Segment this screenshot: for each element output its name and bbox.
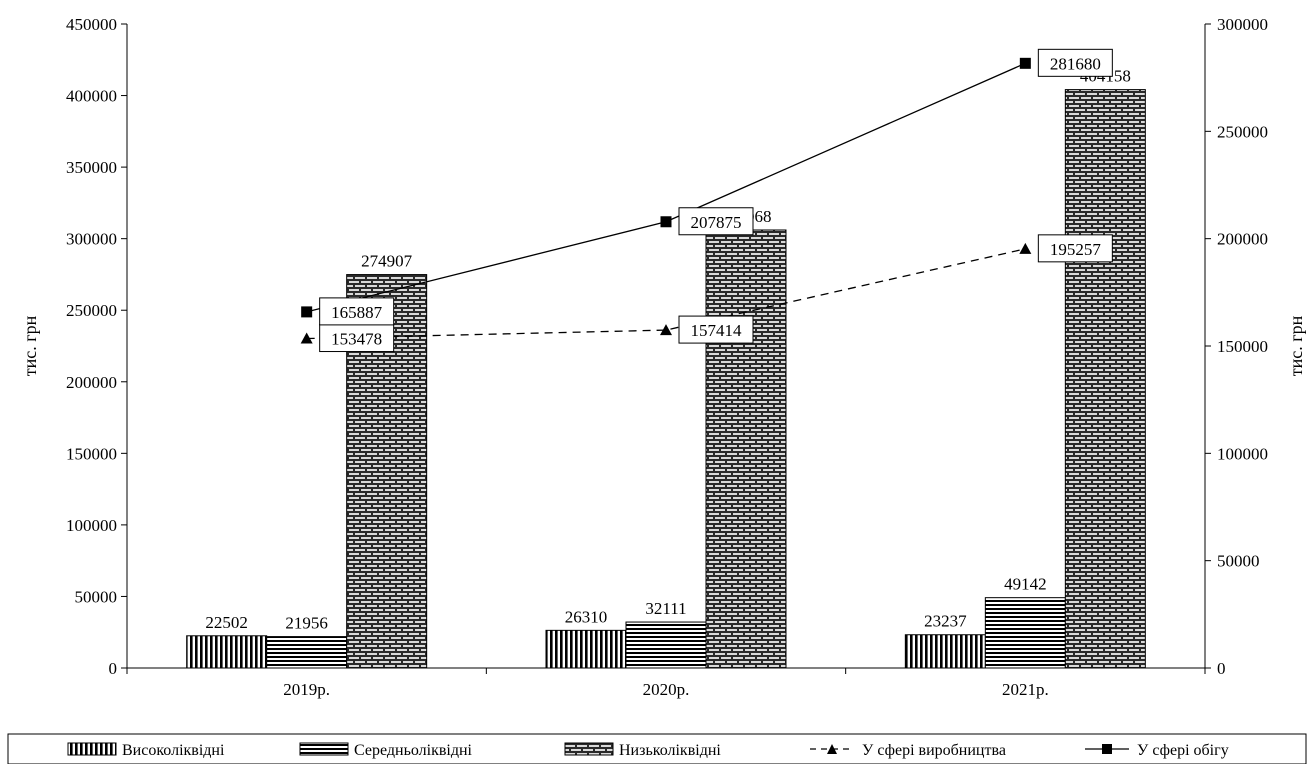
bar-brick	[705, 229, 787, 669]
line-data-label-box	[1037, 234, 1113, 263]
x-tick-label: 2019р.	[283, 680, 330, 699]
bar-data-label: 21956	[285, 614, 328, 633]
left-tick-label: 350000	[66, 158, 117, 177]
line-data-label: 281680	[1050, 54, 1101, 73]
bar-data-label: 22502	[205, 613, 248, 632]
legend-swatch-brick	[564, 742, 614, 756]
right-tick-label: 100000	[1217, 444, 1268, 463]
triangle-marker	[660, 324, 672, 336]
legend-swatch-horizontal	[299, 742, 349, 756]
line-data-label-box	[678, 315, 754, 344]
right-tick-label: 0	[1217, 659, 1226, 678]
left-tick-label: 0	[109, 659, 118, 678]
line-data-label: 165887	[331, 303, 383, 322]
line-data-label: 207875	[691, 213, 742, 232]
bar-data-label: 26310	[565, 607, 608, 626]
bar-vertical	[186, 635, 268, 669]
right-tick-label: 250000	[1217, 122, 1268, 141]
bar-data-label: 274907	[361, 252, 413, 271]
line-data-label: 195257	[1050, 240, 1102, 259]
right-tick-label: 50000	[1217, 552, 1260, 571]
bar-vertical	[904, 634, 986, 669]
legend-swatch-vertical	[67, 742, 117, 756]
square-marker	[301, 306, 313, 318]
bar-horizontal	[625, 621, 707, 669]
left-tick-label: 100000	[66, 516, 117, 535]
bar-data-label: 49142	[1004, 575, 1047, 594]
legend-square-marker	[1102, 744, 1112, 754]
right-tick-label: 300000	[1217, 15, 1268, 34]
bar-horizontal	[266, 636, 348, 669]
bar-data-label: 32111	[645, 599, 686, 618]
bar-brick	[1064, 89, 1146, 669]
left-tick-label: 150000	[66, 444, 117, 463]
lines-layer	[300, 57, 1032, 344]
right-tick-label: 200000	[1217, 230, 1268, 249]
left-tick-label: 250000	[66, 301, 117, 320]
legend-box	[7, 733, 1307, 765]
left-axis-title: тис. грн	[20, 315, 40, 376]
bars-layer	[186, 89, 1146, 669]
legend-label: У сфері обігу	[1137, 742, 1229, 759]
x-tick-label: 2021р.	[1002, 680, 1049, 699]
bar-vertical	[545, 629, 627, 669]
legend: Високоліквідні Середньоліквідні Низьколікв…	[7, 733, 1307, 765]
left-tick-label: 300000	[66, 230, 117, 249]
triangle-marker	[300, 332, 313, 344]
line-data-label-box	[319, 297, 395, 326]
legend-triangle-marker	[827, 744, 837, 754]
line-data-label: 157414	[691, 321, 743, 340]
left-tick-label: 50000	[75, 587, 118, 606]
line-data-label-box	[319, 324, 395, 353]
legend-label: У сфері виробництва	[862, 742, 1006, 759]
left-tick-label: 400000	[66, 87, 117, 106]
bar-data-label: 23237	[924, 612, 967, 631]
square-marker	[660, 216, 672, 228]
axes-layer: 0 50000 100000 150000 200000 250000 300000 3500…	[20, 15, 1306, 699]
bar-horizontal	[984, 597, 1066, 669]
legend-label: Середньоліквідні	[354, 742, 473, 759]
legend-label: Високоліквідні	[122, 742, 225, 759]
line-vyrobnytstvo	[306, 248, 1026, 340]
left-tick-label: 450000	[66, 15, 117, 34]
x-tick-label: 2020р.	[643, 680, 690, 699]
line-data-label-box	[1037, 48, 1113, 77]
left-tick-label: 200000	[66, 373, 117, 392]
line-data-label-box	[678, 207, 754, 236]
right-axis-title: тис. грн	[1286, 315, 1306, 376]
right-tick-label: 150000	[1217, 337, 1268, 356]
triangle-marker	[1019, 242, 1032, 254]
legend-label: Низьколіквідні	[619, 742, 721, 759]
square-marker	[1019, 57, 1031, 69]
labels-layer: 2250221956274907263103211130606823237491…	[205, 48, 1131, 633]
line-data-label: 153478	[331, 330, 382, 349]
